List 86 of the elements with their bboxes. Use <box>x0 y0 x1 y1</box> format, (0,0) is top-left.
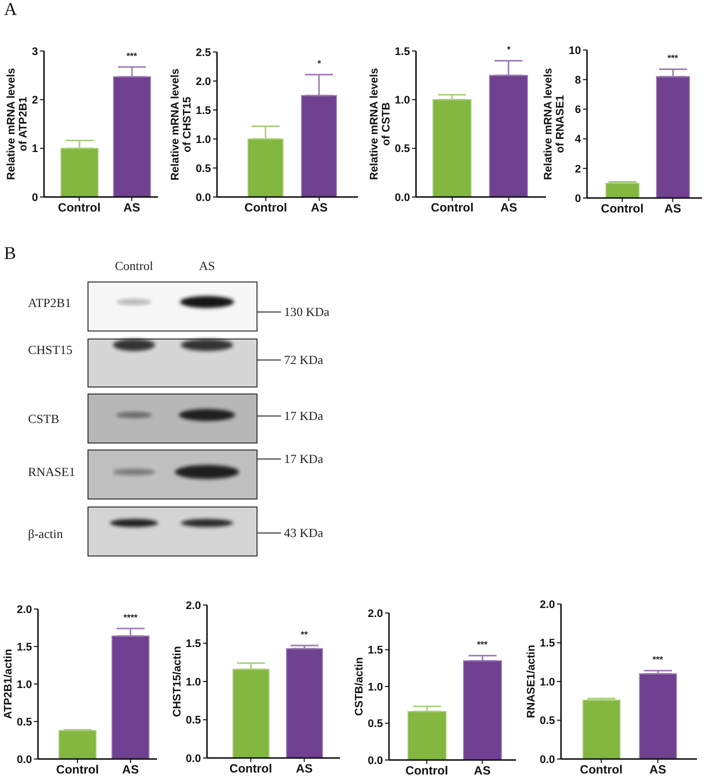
y-tick-label: 3 <box>32 46 38 58</box>
text: 43 KDa <box>284 526 324 540</box>
annotation: *** <box>652 654 664 665</box>
text: CHST15 <box>28 343 72 357</box>
y-tick-label: 0.0 <box>394 192 410 204</box>
text: A <box>4 0 17 19</box>
x-tick-label: Control <box>600 202 644 216</box>
x-tick-label: Control <box>430 200 474 215</box>
y-tick-label: 8 <box>574 74 581 87</box>
y-axis-title: Relative mRNA levels of ATP2B1 <box>6 68 30 180</box>
x-tick-label: Control <box>56 762 99 777</box>
y-tick-label: 2.0 <box>186 600 201 612</box>
y-axis-title: Relative mRNA levels of CSTB <box>368 68 393 180</box>
y-tick-label: 1.5 <box>196 104 211 117</box>
y-axis-title: CSTB/actin <box>354 656 366 716</box>
y-tick-label: 6 <box>574 104 581 116</box>
y-tick-label: 1.5 <box>186 638 201 650</box>
x-tick-label: AS <box>296 762 313 776</box>
x-tick-label: AS <box>664 202 682 216</box>
text: β-actin <box>28 527 64 541</box>
y-tick-label: 0 <box>32 192 38 204</box>
y-tick-label: 2 <box>574 163 581 176</box>
y-tick-label: 0.0 <box>186 752 201 765</box>
y-tick-label: 0.5 <box>196 162 211 175</box>
y-tick-label: 0.0 <box>196 192 211 204</box>
y-axis-title: ATP2B1/actin <box>2 648 15 720</box>
x-tick-label: AS <box>123 200 140 215</box>
y-tick-label: 2.0 <box>368 608 383 620</box>
x-tick-label: AS <box>474 764 491 778</box>
y-tick-label: 0.5 <box>368 718 383 730</box>
y-tick-label: 1.5 <box>16 641 32 654</box>
y-tick-label: 1.0 <box>16 678 32 691</box>
x-tick-label: AS <box>500 200 518 215</box>
annotation: * <box>506 44 511 55</box>
y-tick-label: 2.0 <box>540 598 555 611</box>
y-tick-label: 1.5 <box>368 644 383 657</box>
y-axis-title: Relative mRNA levels of CHST15 <box>170 68 194 181</box>
y-tick-label: 0.0 <box>16 754 32 766</box>
annotation: *** <box>667 53 678 64</box>
x-tick-label: AS <box>122 762 139 777</box>
text: 130 KDa <box>284 305 330 319</box>
y-tick-label: 1 <box>32 143 38 156</box>
annotation: * <box>317 58 322 69</box>
text: CSTB <box>28 412 60 426</box>
y-axis-title: Relative mRNA levels of RNASE1 <box>542 68 567 180</box>
y-tick-label: 0.5 <box>16 716 32 728</box>
annotation: **** <box>123 612 138 622</box>
x-tick-label: Control <box>58 200 101 215</box>
y-tick-label: 10 <box>568 44 581 57</box>
y-tick-label: 0 <box>574 192 581 205</box>
x-tick-label: Control <box>580 762 623 777</box>
x-tick-label: Control <box>244 200 288 215</box>
y-axis-title: CHST15/actin <box>172 646 184 717</box>
annotation: *** <box>126 51 138 62</box>
category-label: Control <box>114 259 154 273</box>
x-tick-label: Control <box>229 762 272 776</box>
y-tick-label: 1.0 <box>394 94 410 107</box>
category-label: AS <box>199 259 216 273</box>
y-tick-label: 0.0 <box>368 754 383 767</box>
x-tick-label: AS <box>310 200 328 215</box>
y-tick-label: 1.0 <box>540 676 555 688</box>
y-tick-label: 1.0 <box>196 134 211 146</box>
y-tick-label: 1.5 <box>540 638 555 650</box>
text: 17 KDa <box>284 409 324 423</box>
x-tick-label: Control <box>405 764 448 778</box>
text: B <box>4 243 16 263</box>
x-tick-label: AS <box>649 762 666 777</box>
text: ATP2B1 <box>28 296 72 310</box>
y-tick-label: 1.5 <box>394 46 410 58</box>
y-tick-label: 0.5 <box>540 715 555 728</box>
y-tick-label: 1.0 <box>186 676 201 688</box>
annotation: ** <box>300 630 308 640</box>
y-tick-label: 2.0 <box>16 604 32 616</box>
y-tick-label: 4 <box>574 134 582 146</box>
text: 72 KDa <box>284 353 324 367</box>
y-tick-label: 0.5 <box>394 143 410 156</box>
y-tick-label: 2.0 <box>196 76 211 88</box>
y-tick-label: 0.0 <box>540 754 555 766</box>
y-tick-label: 1.0 <box>368 681 383 694</box>
text: RNASE1 <box>28 465 76 479</box>
y-tick-label: 2 <box>32 94 38 107</box>
y-tick-label: 0.5 <box>186 714 201 727</box>
text: 17 KDa <box>284 452 324 466</box>
annotation: *** <box>476 640 488 650</box>
y-tick-label: 2.5 <box>196 46 211 59</box>
y-axis-title: RNASE1/actin <box>526 644 538 718</box>
